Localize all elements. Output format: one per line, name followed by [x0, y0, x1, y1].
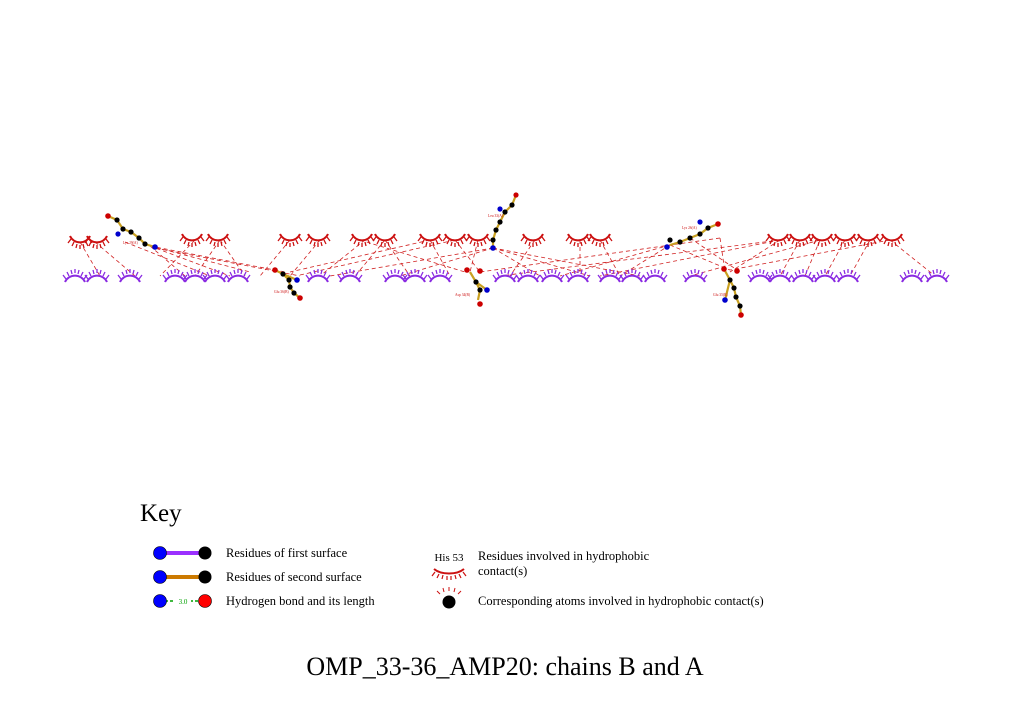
key-second-surface-label: Residues of second surface	[226, 570, 362, 584]
residue-label-glu-36: Glu 36(B)	[274, 290, 289, 294]
diagram-title: OMP_33-36_AMP20: chains B and A	[306, 652, 704, 681]
residue-label-glu-35: Glu 35(B)	[713, 293, 728, 297]
key-hbond-label: Hydrogen bond and its length	[226, 594, 375, 608]
hydrophobic-residues-purple	[62, 268, 950, 283]
key-heading: Key	[140, 500, 182, 527]
molecule-lys-26-atoms	[664, 219, 721, 250]
molecule-glu-36-atoms	[272, 267, 303, 301]
molecule-glu-35-atoms	[721, 266, 744, 318]
key-hydrophobic-example: His 53	[434, 552, 464, 564]
molecule-leu-33-atoms	[490, 192, 519, 251]
residue-molecules	[105, 192, 744, 318]
residue-label-leu-33: Leu 33(A)	[488, 214, 504, 218]
residue-labels: Lys 29(A) Leu 33(A) Lys 26(A) Glu 36(B) …	[123, 214, 728, 297]
molecule-asp-34-atoms	[464, 267, 490, 307]
molecule-asp-34	[469, 271, 488, 301]
residue-label-lys-26: Lys 26(A)	[682, 226, 697, 230]
key-hydrophobic-residues-label: Residues involved in hydrophobic contact…	[478, 549, 650, 578]
key-hbond-length: 3.0	[179, 598, 188, 606]
molecule-lys-29-atoms	[105, 213, 158, 250]
residue-label-asp-34: Asp 34(B)	[455, 293, 471, 297]
key-hydrophobic-atoms-label: Corresponding atoms involved in hydropho…	[478, 594, 764, 608]
key-first-surface-label: Residues of first surface	[226, 546, 348, 560]
residue-label-lys-29: Lys 29(A)	[123, 241, 138, 245]
key-symbols: 3.0 His 53	[153, 546, 467, 609]
molecule-glu-35	[723, 268, 743, 316]
